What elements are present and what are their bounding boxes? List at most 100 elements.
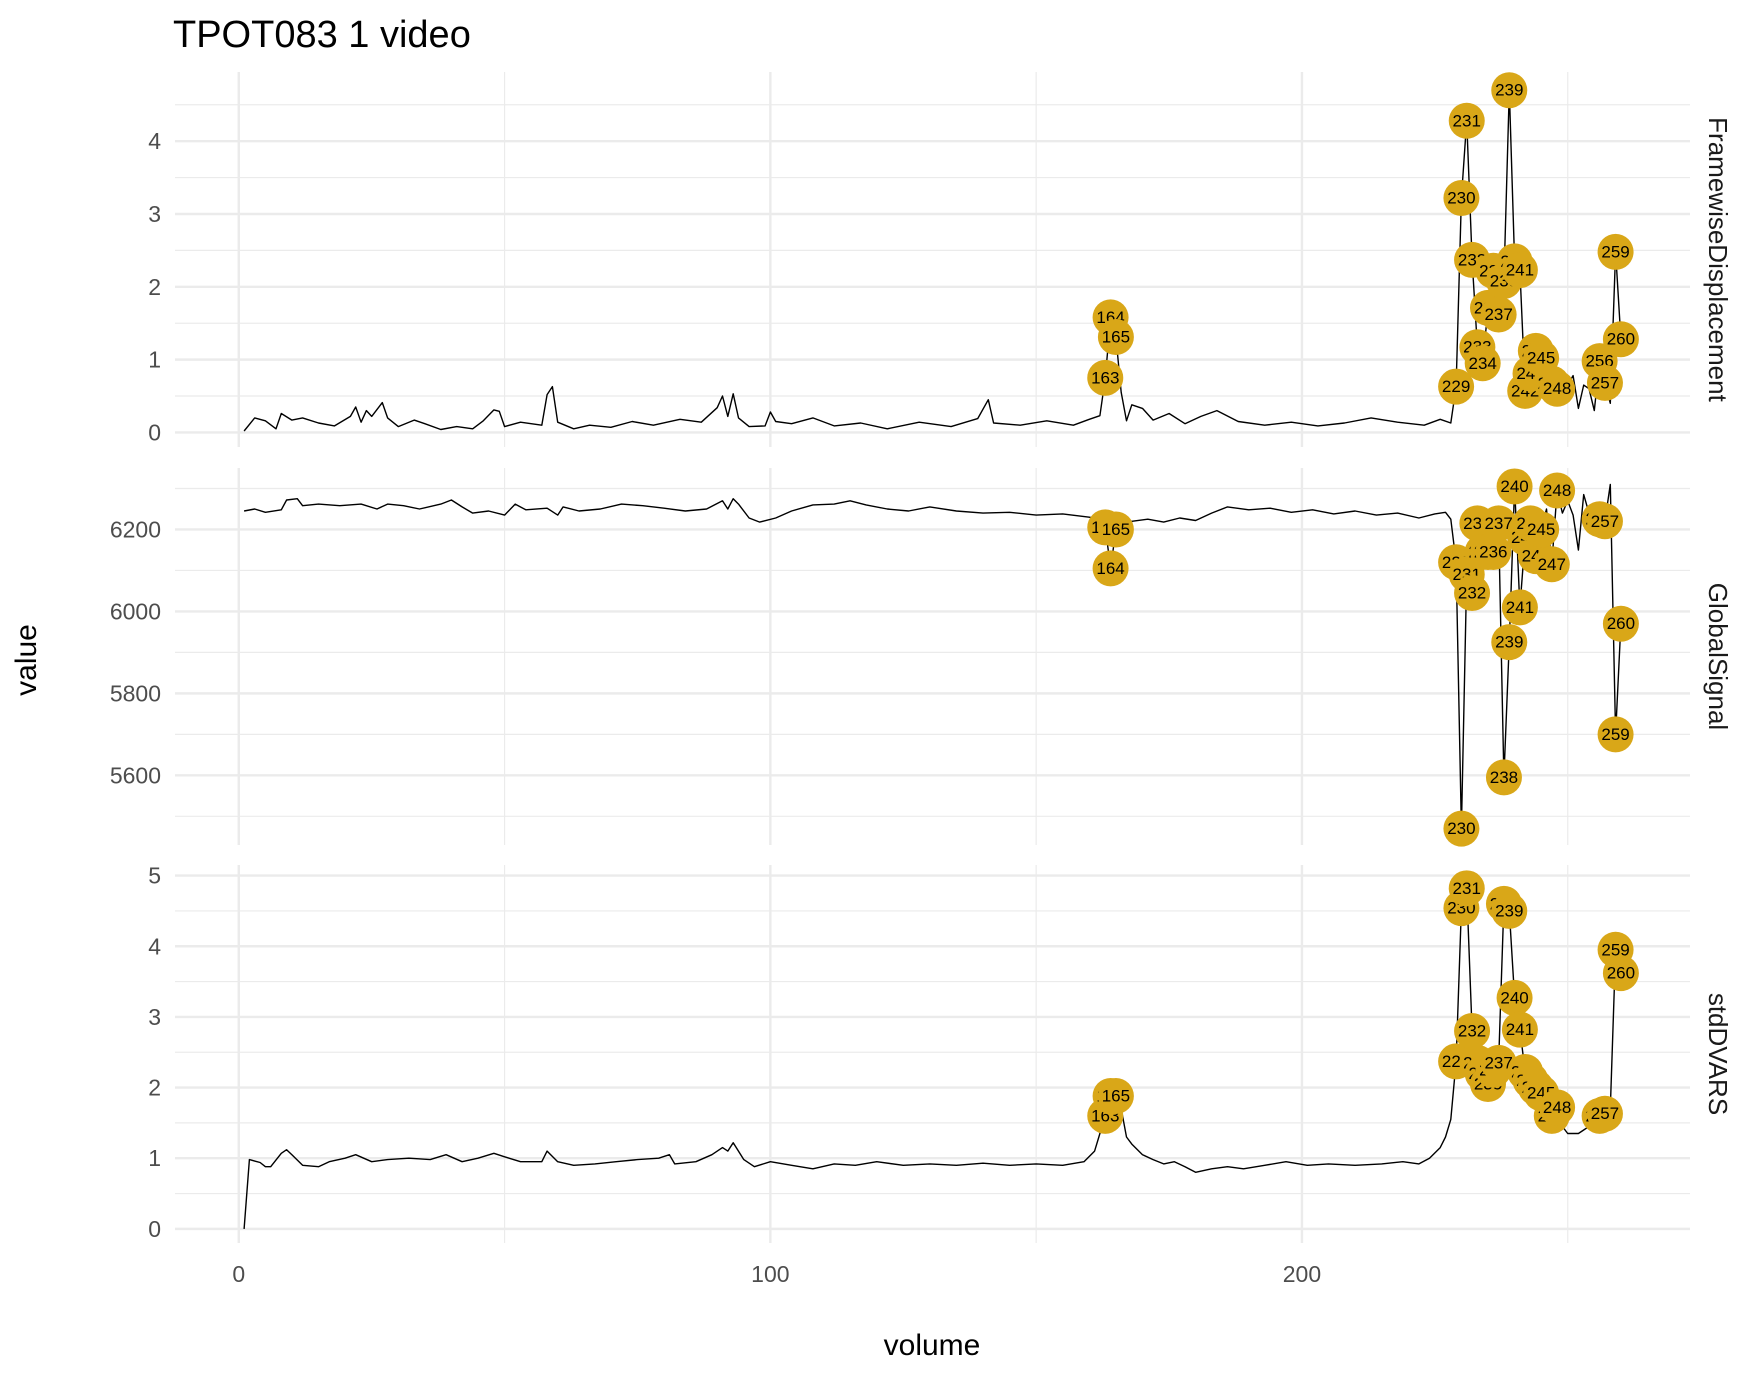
outlier-label: 257 xyxy=(1591,512,1619,531)
outlier-label: 239 xyxy=(1495,81,1523,100)
outlier-label: 260 xyxy=(1607,964,1635,983)
outlier-label: 241 xyxy=(1506,261,1534,280)
y-tick-label: 6000 xyxy=(110,598,161,624)
outlier-label: 237 xyxy=(1484,514,1512,533)
panel-GlobalSignal: 5600580060006200GlobalSignal163164165229… xyxy=(110,468,1733,847)
outlier-point xyxy=(1501,1011,1538,1048)
outlier-point xyxy=(1092,550,1129,587)
outlier-label: 259 xyxy=(1601,940,1629,959)
outlier-point xyxy=(1533,546,1570,583)
outlier-point xyxy=(1523,511,1560,548)
outlier-label: 259 xyxy=(1601,725,1629,744)
outlier-label: 241 xyxy=(1506,598,1534,617)
outlier-point xyxy=(1454,1013,1491,1050)
outlier-point xyxy=(1501,589,1538,626)
panel-strip-label: stdDVARS xyxy=(1703,993,1733,1115)
outlier-label: 230 xyxy=(1447,188,1475,207)
outlier-label: 234 xyxy=(1468,354,1496,373)
chart-title: TPOT083 1 video xyxy=(173,14,471,56)
outlier-point xyxy=(1501,252,1538,289)
x-axis-ticks: 0 100 200 xyxy=(232,1261,1321,1287)
outlier-point xyxy=(1480,296,1517,333)
outlier-label: 260 xyxy=(1607,330,1635,349)
outlier-label: 164 xyxy=(1096,559,1124,578)
outlier-label: 248 xyxy=(1543,379,1571,398)
outlier-label: 231 xyxy=(1453,879,1481,898)
outlier-point xyxy=(1485,759,1522,796)
y-tick-label: 3 xyxy=(148,201,161,227)
x-tick-label: 100 xyxy=(751,1261,789,1287)
outlier-label: 257 xyxy=(1591,373,1619,392)
outlier-point xyxy=(1597,233,1634,270)
x-tick-label: 0 xyxy=(232,1261,245,1287)
outlier-label: 165 xyxy=(1102,328,1130,347)
outlier-point xyxy=(1443,179,1480,216)
outlier-point xyxy=(1602,321,1639,358)
outlier-label: 248 xyxy=(1543,1098,1571,1117)
outlier-point xyxy=(1448,870,1485,907)
outlier-label: 257 xyxy=(1591,1104,1619,1123)
panel-strip-label: GlobalSignal xyxy=(1703,583,1733,730)
outlier-label: 239 xyxy=(1495,901,1523,920)
outlier-label: 237 xyxy=(1484,305,1512,324)
outlier-label: 231 xyxy=(1453,111,1481,130)
y-tick-label: 6200 xyxy=(110,516,161,542)
x-axis-label: volume xyxy=(884,1329,981,1362)
outlier-point xyxy=(1438,368,1475,405)
outlier-label: 238 xyxy=(1490,768,1518,787)
outlier-label: 240 xyxy=(1500,477,1528,496)
outlier-label: 240 xyxy=(1500,988,1528,1007)
y-tick-label: 0 xyxy=(148,1216,161,1242)
y-tick-label: 5 xyxy=(148,863,161,889)
outlier-point xyxy=(1087,359,1124,396)
outlier-point xyxy=(1586,503,1623,540)
y-tick-label: 4 xyxy=(148,933,161,959)
outlier-point xyxy=(1586,364,1623,401)
outlier-label: 163 xyxy=(1091,368,1119,387)
outlier-point xyxy=(1539,1089,1576,1126)
y-tick-label: 0 xyxy=(148,419,161,445)
outlier-point xyxy=(1496,468,1533,505)
outlier-label: 236 xyxy=(1479,543,1507,562)
outlier-point xyxy=(1496,979,1533,1016)
outlier-label: 237 xyxy=(1484,1053,1512,1072)
outlier-point xyxy=(1539,472,1576,509)
outlier-label: 165 xyxy=(1102,1087,1130,1106)
outlier-point xyxy=(1480,505,1517,542)
outlier-point xyxy=(1454,574,1491,611)
y-tick-label: 5800 xyxy=(110,680,161,706)
outlier-point xyxy=(1475,534,1512,571)
outlier-point xyxy=(1602,955,1639,992)
outlier-label: 259 xyxy=(1601,242,1629,261)
outlier-point xyxy=(1586,1095,1623,1132)
outlier-label: 232 xyxy=(1458,1022,1486,1041)
x-tick-label: 200 xyxy=(1283,1261,1321,1287)
y-tick-label: 5600 xyxy=(110,762,161,788)
outlier-label: 229 xyxy=(1442,377,1470,396)
y-tick-label: 3 xyxy=(148,1004,161,1030)
y-axis-label: value xyxy=(10,624,43,696)
outlier-point xyxy=(1464,345,1501,382)
y-tick-label: 2 xyxy=(148,1075,161,1101)
outlier-label: 248 xyxy=(1543,481,1571,500)
outlier-label: 260 xyxy=(1607,614,1635,633)
panel-strip-label: FramewiseDisplacement xyxy=(1703,117,1733,402)
outlier-point xyxy=(1097,319,1134,356)
outlier-point xyxy=(1491,624,1528,661)
outlier-label: 245 xyxy=(1527,520,1555,539)
panel-stdDVARS: 012345stdDVARS16316416522923023123223323… xyxy=(148,863,1733,1243)
y-tick-label: 2 xyxy=(148,274,161,300)
series-line-GlobalSignal xyxy=(243,483,1622,830)
outlier-label: 165 xyxy=(1102,520,1130,539)
outlier-label: 232 xyxy=(1458,583,1486,602)
outlier-label: 230 xyxy=(1447,819,1475,838)
outlier-point xyxy=(1491,72,1528,109)
outlier-point xyxy=(1602,605,1639,642)
outlier-label: 241 xyxy=(1506,1020,1534,1039)
outlier-label: 247 xyxy=(1538,555,1566,574)
outlier-point xyxy=(1597,716,1634,753)
outlier-point xyxy=(1097,511,1134,548)
y-tick-label: 1 xyxy=(148,1145,161,1171)
outlier-label: 239 xyxy=(1495,633,1523,652)
